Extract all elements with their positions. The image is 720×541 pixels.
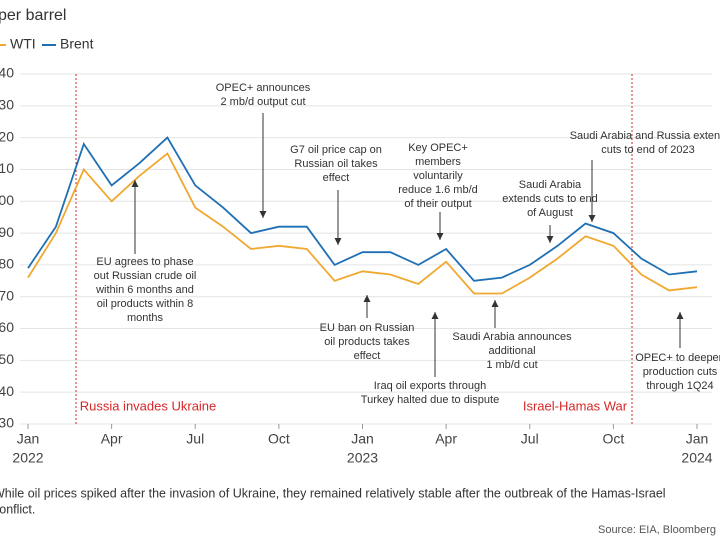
annotation: OPEC+ to deepen <box>635 352 720 364</box>
x-year-label: 2024 <box>681 450 712 466</box>
annotation: Russian oil takes <box>294 158 378 170</box>
annotation: members <box>415 156 461 168</box>
annotation: Saudi Arabia announces <box>452 331 572 343</box>
annotation: months <box>127 312 164 324</box>
arrow-head <box>259 211 267 218</box>
subtitle: per barrel <box>0 7 66 24</box>
annotation: effect <box>354 350 381 362</box>
annotation: reduce 1.6 mb/d <box>398 184 478 196</box>
y-tick-label: 40 <box>0 383 14 399</box>
source: Source: EIA, Bloomberg <box>598 524 716 536</box>
annotation: oil products within 8 <box>97 298 194 310</box>
caption: conflict. <box>0 502 35 516</box>
annotation: 2 mb/d output cut <box>221 96 306 108</box>
arrow-head <box>491 300 499 307</box>
annotation: G7 oil price cap on <box>290 144 382 156</box>
y-tick-label: 90 <box>0 224 14 240</box>
y-tick-label: 140 <box>0 65 14 81</box>
y-tick-label: 30 <box>0 415 14 431</box>
annotation: Turkey halted due to dispute <box>361 394 499 406</box>
annotation: Key OPEC+ <box>408 142 468 154</box>
x-year-label: 2023 <box>347 450 378 466</box>
y-tick-label: 60 <box>0 319 14 335</box>
event-label: Russia invades Ukraine <box>80 398 217 413</box>
event-label: Israel-Hamas War <box>523 398 628 413</box>
arrow-head <box>131 180 139 187</box>
x-tick-label: Apr <box>435 431 457 447</box>
arrow-head <box>363 295 371 302</box>
annotation: within 6 months and <box>95 284 194 296</box>
arrow-head <box>431 312 439 319</box>
y-tick-label: 50 <box>0 351 14 367</box>
x-tick-label: Oct <box>268 431 290 447</box>
y-tick-label: 130 <box>0 97 14 113</box>
x-tick-label: Jul <box>186 431 204 447</box>
series-line <box>27 152 698 295</box>
x-tick-label: Jan <box>17 431 40 447</box>
arrow-head <box>588 215 596 222</box>
annotation: EU agrees to phase <box>96 256 193 268</box>
annotation: EU ban on Russian <box>320 322 415 334</box>
series-line <box>27 136 698 282</box>
x-tick-label: Jul <box>521 431 539 447</box>
annotation: through 1Q24 <box>646 380 713 392</box>
annotation: oil products takes <box>324 336 410 348</box>
legend-label: Brent <box>60 36 94 52</box>
x-tick-label: Jan <box>351 431 374 447</box>
annotation: voluntarily <box>413 170 463 182</box>
annotation: of their output <box>404 198 471 210</box>
annotation: Iraq oil exports through <box>374 380 487 392</box>
annotation: production cuts <box>643 366 718 378</box>
x-year-label: 2022 <box>12 450 43 466</box>
arrow-head <box>676 312 684 319</box>
annotation: effect <box>323 172 350 184</box>
annotation: 1 mb/d cut <box>486 359 537 371</box>
x-tick-label: Oct <box>602 431 624 447</box>
annotation: additional <box>488 345 535 357</box>
arrow-head <box>436 233 444 240</box>
annotation: out Russian crude oil <box>94 270 197 282</box>
y-tick-label: 110 <box>0 160 14 176</box>
arrow-head <box>546 236 554 243</box>
annotation: Saudi Arabia <box>519 179 582 191</box>
y-tick-label: 120 <box>0 128 14 144</box>
y-tick-label: 100 <box>0 192 14 208</box>
annotation: extends cuts to end <box>502 193 597 205</box>
x-tick-label: Apr <box>101 431 123 447</box>
y-tick-label: 70 <box>0 287 14 303</box>
legend-label: WTI <box>10 36 36 52</box>
annotation: of August <box>527 207 573 219</box>
arrow-head <box>334 238 342 245</box>
caption: While oil prices spiked after the invasi… <box>0 486 666 500</box>
x-tick-label: Jan <box>686 431 709 447</box>
annotation: Saudi Arabia and Russia extend <box>570 130 720 142</box>
y-tick-label: 80 <box>0 256 14 272</box>
annotation: cuts to end of 2023 <box>601 144 695 156</box>
annotation: OPEC+ announces <box>216 82 311 94</box>
